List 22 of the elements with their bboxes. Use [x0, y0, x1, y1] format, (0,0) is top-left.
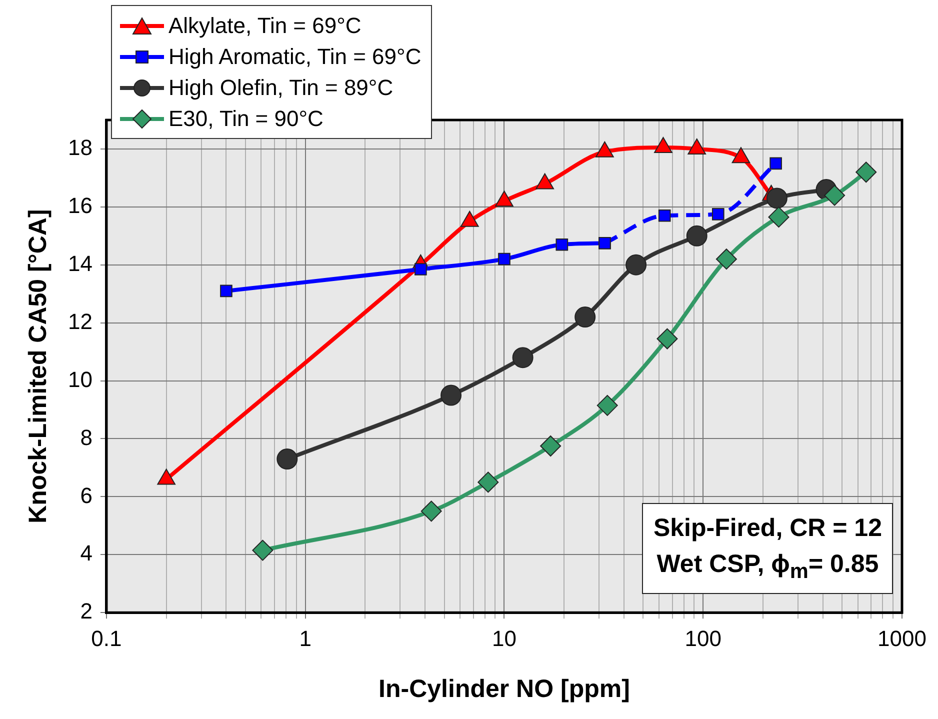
x-tick-label: 1 [299, 626, 312, 651]
y-tick-label: 10 [68, 366, 92, 392]
y-tick-label: 4 [80, 540, 92, 566]
y-tick-label: 12 [68, 308, 92, 334]
y-axis-title: Knock-Limited CA50 [°CA] [24, 209, 52, 524]
x-tick-label: 10 [492, 626, 516, 651]
legend-label: Alkylate, Tin = 69°C [168, 12, 362, 38]
y-tick-label: 8 [80, 424, 92, 450]
y-tick-label: 6 [80, 482, 92, 508]
x-tick-label: 1000 [878, 626, 926, 651]
y-tick-label: 16 [68, 192, 92, 218]
x-axis-title: In-Cylinder NO [ppm] [378, 674, 630, 703]
y-tick-label: 2 [80, 598, 92, 624]
legend-label: High Aromatic, Tin = 69°C [168, 44, 422, 70]
annotation: Skip-Fired, CR = 12 [653, 512, 882, 544]
legend-label: E30, Tin = 90°C [168, 106, 324, 132]
x-tick-label: 100 [684, 626, 722, 651]
y-tick-label: 14 [68, 250, 92, 276]
y-tick-label: 18 [68, 135, 92, 160]
annotation: Wet CSP, ϕ$_{m}$= 0.85 [656, 548, 880, 585]
x-tick-label: 0.1 [91, 626, 122, 651]
legend-label: High Olefin, Tin = 89°C [168, 74, 394, 100]
